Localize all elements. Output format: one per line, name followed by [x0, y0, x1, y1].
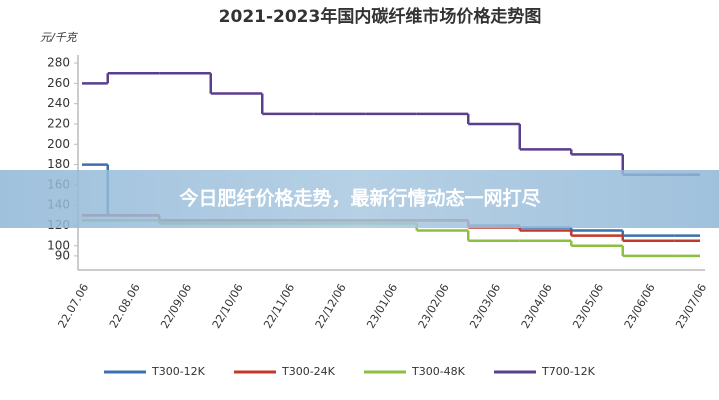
- y-tick-label: 240: [47, 96, 70, 110]
- y-tick-label: 280: [47, 56, 70, 70]
- x-tick-label: 22/10/06: [210, 282, 246, 331]
- y-tick-label: 220: [47, 116, 70, 130]
- chart-title: 2021-2023年国内碳纤维市场价格走势图: [219, 6, 542, 27]
- y-tick-label: 200: [47, 137, 70, 151]
- y-tick-label: 100: [47, 238, 70, 252]
- x-tick-label: 23/04/06: [519, 282, 555, 331]
- x-tick-label: 23/06/06: [622, 282, 658, 331]
- x-tick-label: 22.08.06: [107, 281, 143, 330]
- legend-label: T700-12K: [541, 365, 596, 378]
- x-tick-label: 23/03/06: [467, 282, 503, 331]
- x-tick-label: 23/07/06: [673, 282, 709, 331]
- y-tick-label: 180: [47, 157, 70, 171]
- y-tick-label: 90: [55, 248, 70, 262]
- legend-label: T300-12K: [151, 365, 206, 378]
- x-tick-label: 23/01/06: [364, 282, 400, 331]
- legend-label: T300-48K: [411, 365, 466, 378]
- x-tick-label: 23/05/06: [570, 282, 606, 331]
- x-tick-label: 22.07.06: [55, 281, 91, 330]
- x-tick-label: 22/12/06: [313, 282, 349, 331]
- legend-label: T300-24K: [281, 365, 336, 378]
- x-tick-label: 22/09/06: [158, 282, 194, 331]
- y-tick-label: 260: [47, 76, 70, 90]
- banner: [0, 170, 719, 228]
- y-axis-label: 元/千克: [40, 31, 79, 44]
- x-tick-label: 22/11/06: [261, 282, 297, 331]
- x-tick-label: 23/02/06: [416, 282, 452, 331]
- banner-text: 今日肥纤价格走势，最新行情动态一网打尽: [178, 187, 541, 210]
- legend: T300-12K T300-24K T300-48K T700-12K: [104, 365, 596, 378]
